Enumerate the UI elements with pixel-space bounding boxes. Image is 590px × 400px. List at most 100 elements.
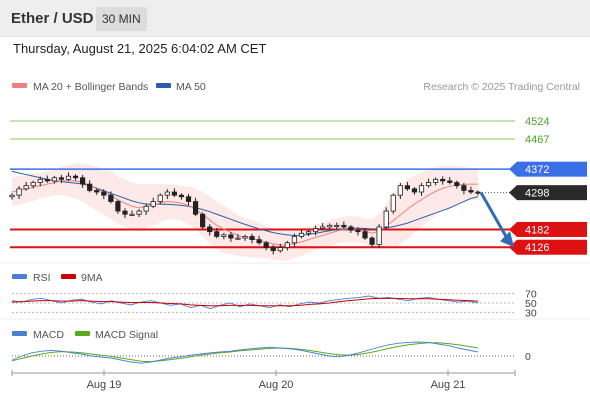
rsi-level-label: 50 (525, 298, 537, 310)
level-label: 4182 (525, 224, 549, 236)
ma50-legend-swatch (156, 83, 171, 88)
x-tick-label: Aug 21 (431, 379, 466, 391)
x-axis: Aug 19 Aug 20 Aug 21 (11, 370, 516, 391)
candle (397, 182, 403, 199)
level-label: 4126 (525, 242, 549, 254)
macd-signal-line (11, 342, 479, 363)
candle (277, 243, 283, 253)
candle (23, 181, 29, 191)
candle (80, 174, 86, 188)
macd-line (11, 341, 479, 364)
candle (101, 189, 107, 199)
rsi-legend-swatch (12, 274, 27, 279)
level-label: 4524 (525, 116, 549, 128)
candle (143, 203, 149, 215)
candle (390, 193, 396, 214)
candle (433, 177, 439, 186)
rsi-level-label: 30 (525, 307, 537, 319)
price-panel: 4524 4467 4372 4298 4182 4126 (9, 116, 587, 261)
candle (284, 240, 290, 251)
rsi-line (11, 295, 479, 310)
last-price-tag-pointer (509, 185, 517, 201)
candle (164, 189, 170, 199)
ma50-legend-label: MA 50 (176, 81, 206, 93)
rsi-level-label: 70 (525, 289, 537, 301)
rsi-ma-legend-swatch (61, 274, 76, 279)
candle (418, 182, 425, 196)
candle (207, 224, 213, 236)
candle (454, 180, 460, 189)
copyright-text: Research © 2025 Trading Central (423, 81, 580, 93)
candle (320, 223, 326, 231)
candle (341, 221, 347, 229)
candle (425, 178, 432, 188)
header-bar: Ether / USD 30 MIN (0, 0, 590, 37)
last-price-tag (517, 185, 587, 201)
bollinger-band-area (12, 163, 478, 261)
candle (411, 186, 418, 195)
level-label: 4372 (525, 164, 549, 176)
candle (129, 210, 135, 217)
candle (263, 240, 269, 251)
macd-legend-swatch (12, 331, 27, 336)
macd-signal-legend-swatch (75, 331, 90, 336)
candle (383, 207, 389, 229)
timestamp: Thursday, August 21, 2025 6:04:02 AM CET (13, 41, 267, 56)
candle (192, 197, 199, 217)
candle (369, 236, 375, 248)
candle (185, 193, 192, 206)
candle (214, 227, 220, 239)
ma20-legend-label: MA 20 + Bollinger Bands (33, 81, 148, 93)
forecast-arrow-head (500, 231, 514, 248)
candle (115, 199, 121, 214)
ma20-legend-swatch (12, 83, 27, 88)
candle (327, 223, 333, 230)
candle (348, 225, 354, 233)
macd-panel: 0 (11, 341, 531, 364)
candle (256, 235, 262, 245)
support-tag-pointer (509, 239, 517, 255)
candle (72, 174, 79, 181)
pivot-tag-pointer (509, 161, 517, 177)
rsi-ma-legend-label: 9MA (81, 272, 103, 284)
candle (178, 193, 185, 200)
candle (30, 180, 36, 189)
candle (249, 233, 255, 244)
candle (440, 176, 446, 185)
chart-legend: MA 20 + Bollinger Bands MA 50 Research ©… (12, 81, 580, 93)
candle (94, 188, 100, 195)
pivot-tag (517, 161, 587, 177)
candle (171, 188, 177, 198)
macd-signal-legend-label: MACD Signal (95, 329, 158, 341)
candle (108, 191, 114, 204)
candle (355, 227, 361, 236)
candle (122, 208, 128, 219)
instrument-title: Ether / USD (11, 10, 94, 27)
candle (150, 197, 156, 209)
candle (37, 176, 43, 187)
candle (58, 174, 65, 184)
candle (16, 185, 22, 199)
candle (298, 229, 305, 239)
macd-legend-label: MACD (33, 329, 64, 341)
candle (51, 175, 57, 184)
level-label: 4467 (525, 134, 549, 146)
rsi-legend: RSI 9MA (12, 272, 103, 284)
timeframe-badge[interactable]: 30 MIN (96, 7, 147, 31)
candle (404, 181, 410, 191)
support-tag (517, 221, 587, 237)
candle (157, 193, 163, 205)
candle (235, 234, 241, 240)
macd-legend: MACD MACD Signal (12, 329, 158, 341)
x-tick-label: Aug 20 (259, 379, 294, 391)
support-tag-pointer (509, 221, 517, 237)
candle (9, 193, 15, 200)
candle (65, 172, 72, 182)
candle (475, 190, 481, 196)
candle (291, 233, 298, 247)
candle (270, 244, 276, 255)
forecast-arrow (479, 191, 509, 239)
candle (468, 186, 474, 194)
